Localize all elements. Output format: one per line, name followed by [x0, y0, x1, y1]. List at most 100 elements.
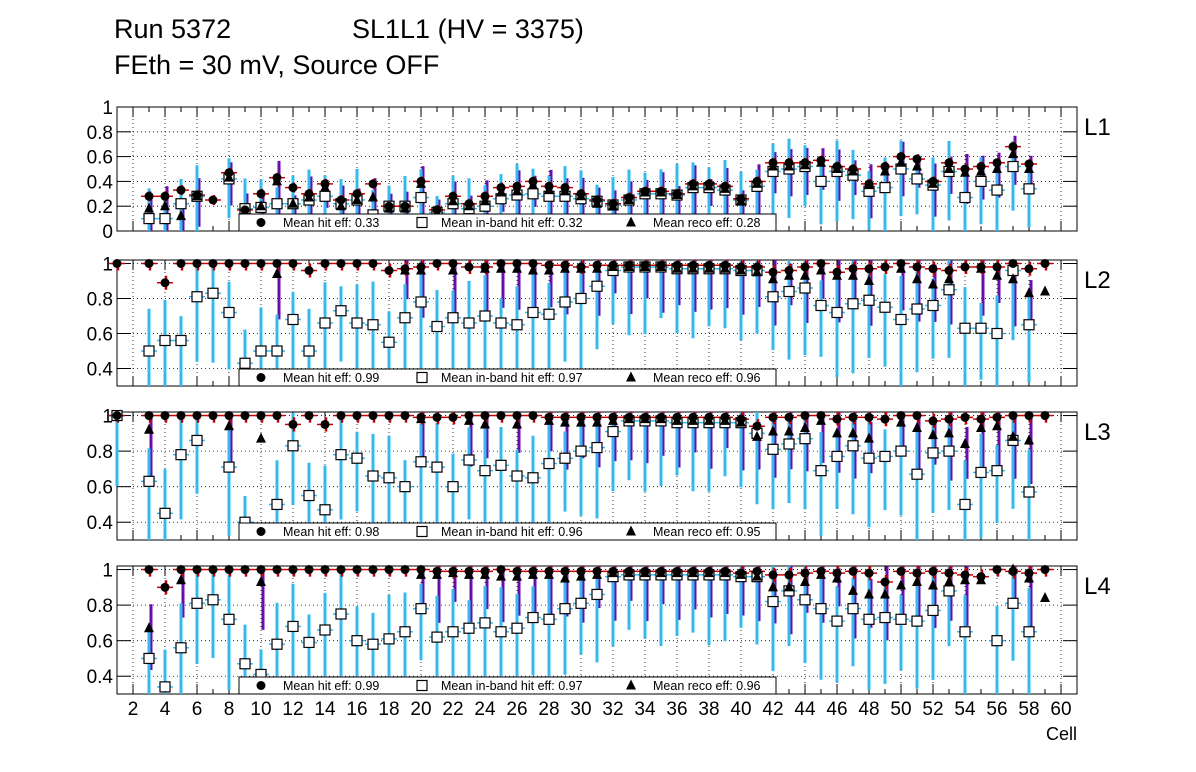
hit-marker — [688, 260, 698, 270]
inband-marker — [815, 465, 827, 477]
hit-marker — [576, 262, 586, 272]
inband-marker — [351, 635, 363, 647]
legend-mean-inband: 0.32 — [555, 216, 583, 230]
hit-marker — [608, 566, 618, 576]
hit-marker — [688, 179, 698, 189]
hit-marker — [960, 164, 970, 174]
hit-marker — [848, 164, 858, 174]
hit-marker — [592, 195, 602, 205]
reco-marker — [448, 264, 458, 275]
inband-marker — [1007, 597, 1019, 609]
hit-marker — [240, 411, 250, 421]
hit-marker — [1040, 259, 1050, 268]
conditions-title: FEth = 30 mV, Source OFF — [114, 50, 440, 80]
hit-marker — [272, 173, 282, 183]
x-tick-label: 38 — [698, 699, 719, 720]
inband-marker — [287, 313, 299, 326]
hit-marker — [416, 262, 426, 272]
reco-marker — [1040, 285, 1050, 296]
hit-marker — [720, 412, 730, 422]
hit-marker — [640, 186, 650, 196]
hit-marker — [960, 262, 970, 272]
inband-marker — [367, 319, 379, 331]
inband-marker — [895, 445, 907, 457]
hit-marker — [368, 259, 378, 268]
inband-marker — [495, 626, 507, 638]
hit-marker — [896, 152, 906, 162]
hit-marker — [640, 260, 650, 270]
reco-marker — [944, 427, 954, 438]
y-tick-label: 0.8 — [87, 596, 113, 617]
legend-mean-hit: 0.99 — [352, 371, 380, 385]
hit-marker — [448, 191, 458, 201]
hit-marker — [336, 565, 346, 575]
hit-marker — [240, 205, 250, 215]
hit-marker — [400, 411, 410, 421]
hit-marker — [144, 259, 154, 268]
hit-marker — [672, 412, 682, 422]
y-tick-label: 0.4 — [87, 667, 114, 688]
inband-marker — [447, 312, 459, 324]
inband-marker — [559, 296, 571, 308]
x-tick-label: 26 — [506, 699, 527, 720]
inband-marker — [831, 450, 843, 463]
hit-marker — [192, 190, 202, 200]
hit-marker — [416, 176, 426, 186]
hit-marker — [656, 566, 666, 576]
hit-marker — [1008, 411, 1018, 421]
hit-marker — [752, 421, 762, 431]
x-tick-label: 32 — [602, 699, 623, 720]
inband-marker — [527, 611, 539, 624]
inband-marker — [895, 613, 907, 625]
panel-l1: 0 0.2 0.4 0.6 0.8 1 Mean hit eff: 0.33 Mean in-… — [87, 98, 1111, 243]
inband-marker — [367, 638, 379, 650]
y-tick-label: 0.4 — [87, 360, 114, 381]
inband-marker — [431, 320, 443, 333]
y-tick-label: 0 — [102, 222, 113, 243]
inband-marker — [239, 658, 251, 670]
inband-marker — [223, 613, 235, 625]
panel-l2: 0.4 0.6 0.8 1 Mean hit eff: 0.99 Mean in-band… — [87, 255, 1111, 387]
inband-marker — [175, 642, 187, 654]
reco-marker — [800, 576, 810, 586]
hit-marker — [400, 565, 410, 575]
chamber-title: SL1L1 (HV = 3375) — [352, 14, 584, 44]
inband-marker — [287, 440, 299, 452]
reco-marker — [880, 588, 890, 599]
panel-label: L4 — [1084, 573, 1111, 600]
reco-marker — [816, 264, 826, 275]
hit-marker — [976, 262, 986, 272]
hit-marker — [800, 262, 810, 272]
legend-text-reco: Mean reco eff: — [653, 525, 733, 539]
inband-marker — [495, 317, 507, 329]
inband-marker — [1007, 160, 1019, 173]
reco-marker — [752, 430, 762, 441]
inband-marker — [511, 319, 523, 331]
hit-marker — [352, 411, 362, 421]
inband-marker — [575, 597, 587, 609]
hit-marker — [720, 566, 730, 576]
inband-marker — [767, 443, 779, 455]
hit-marker — [832, 162, 842, 172]
inband-marker — [927, 299, 939, 312]
hit-marker — [256, 189, 266, 199]
panel-l3: 0.4 0.6 0.8 1 Mean hit eff: 0.98 Mean in-band… — [87, 407, 1111, 541]
legend-label-reco: Mean reco eff: 0.96 — [653, 371, 761, 385]
run-title: Run 5372 — [114, 14, 232, 44]
hit-marker — [368, 411, 378, 421]
inband-marker — [415, 456, 427, 468]
hit-marker — [624, 566, 634, 576]
inband-marker — [607, 425, 619, 438]
hit-marker — [416, 565, 426, 575]
hit-marker — [576, 189, 586, 199]
inband-marker — [911, 615, 923, 627]
legend-hit-marker — [256, 681, 266, 690]
inband-marker — [799, 433, 811, 445]
reco-marker — [480, 418, 490, 429]
hit-marker — [832, 414, 842, 424]
hit-marker — [320, 419, 330, 429]
legend-reco-marker — [626, 679, 636, 690]
hit-marker — [800, 158, 810, 168]
y-tick-label: 1 — [102, 255, 113, 276]
x-tick-label: 8 — [224, 699, 235, 720]
